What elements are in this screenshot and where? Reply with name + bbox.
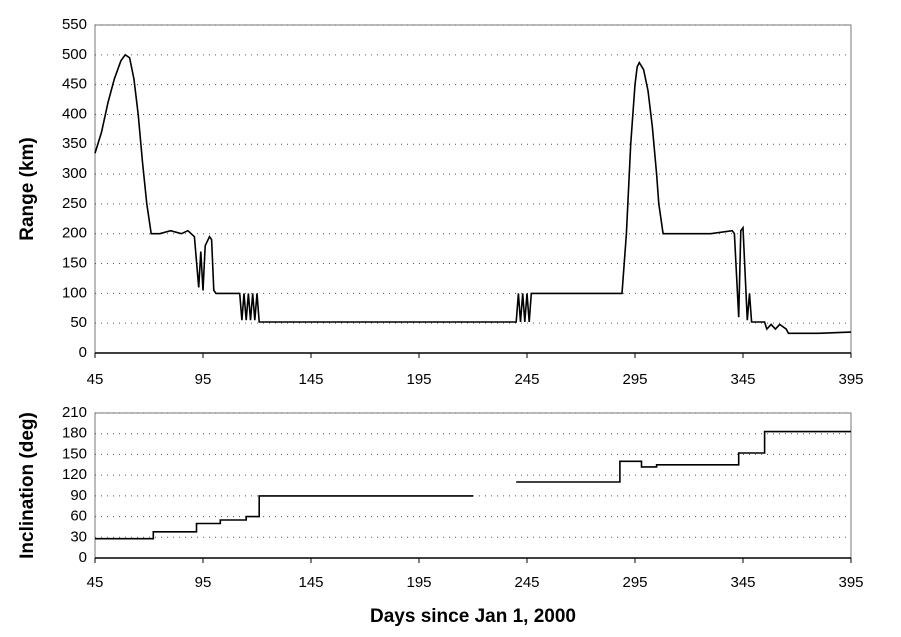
- y-tick-label: 500: [62, 46, 87, 63]
- x-tick-label: 295: [622, 371, 647, 388]
- y-tick-label: 550: [62, 16, 87, 33]
- plot-frame: [94, 412, 852, 559]
- y-tick-label: 60: [70, 508, 87, 525]
- x-tick-label: 395: [838, 574, 863, 591]
- x-tick-label: 145: [298, 371, 323, 388]
- x-tick-label: 345: [730, 371, 755, 388]
- y-tick-label: 180: [62, 425, 87, 442]
- y-tick-label: 120: [62, 466, 87, 483]
- y-tick-label: 150: [62, 445, 87, 462]
- x-tick-label: 395: [838, 371, 863, 388]
- x-tick-label: 145: [298, 574, 323, 591]
- y-tick-label: 350: [62, 135, 87, 152]
- y-tick-label: 300: [62, 165, 87, 182]
- x-tick-label: 45: [87, 371, 104, 388]
- y-tick-label: 450: [62, 76, 87, 93]
- y-tick-label: 150: [62, 255, 87, 272]
- y-tick-label: 0: [79, 344, 87, 361]
- x-tick-label: 295: [622, 574, 647, 591]
- y-tick-label: 200: [62, 225, 87, 242]
- x-tick-label: 245: [514, 371, 539, 388]
- x-axis-title: Days since Jan 1, 2000: [370, 606, 576, 627]
- x-tick-label: 95: [195, 574, 212, 591]
- x-tick-label: 245: [514, 574, 539, 591]
- y-tick-label: 400: [62, 105, 87, 122]
- y-tick-label: 210: [62, 404, 87, 421]
- x-tick-label: 195: [406, 574, 431, 591]
- y-tick-label: 0: [79, 549, 87, 566]
- x-tick-label: 195: [406, 371, 431, 388]
- y-tick-label: 50: [70, 314, 87, 331]
- y-tick-label: 30: [70, 528, 87, 545]
- x-tick-label: 345: [730, 574, 755, 591]
- x-tick-label: 95: [195, 371, 212, 388]
- y-axis-title: Inclination (deg): [17, 412, 38, 559]
- data-line: [95, 430, 851, 540]
- x-tick-label: 45: [87, 574, 104, 591]
- y-tick-label: 90: [70, 487, 87, 504]
- data-line: [94, 53, 852, 335]
- y-tick-label: 100: [62, 284, 87, 301]
- y-tick-label: 250: [62, 195, 87, 212]
- y-axis-title: Range (km): [17, 137, 38, 240]
